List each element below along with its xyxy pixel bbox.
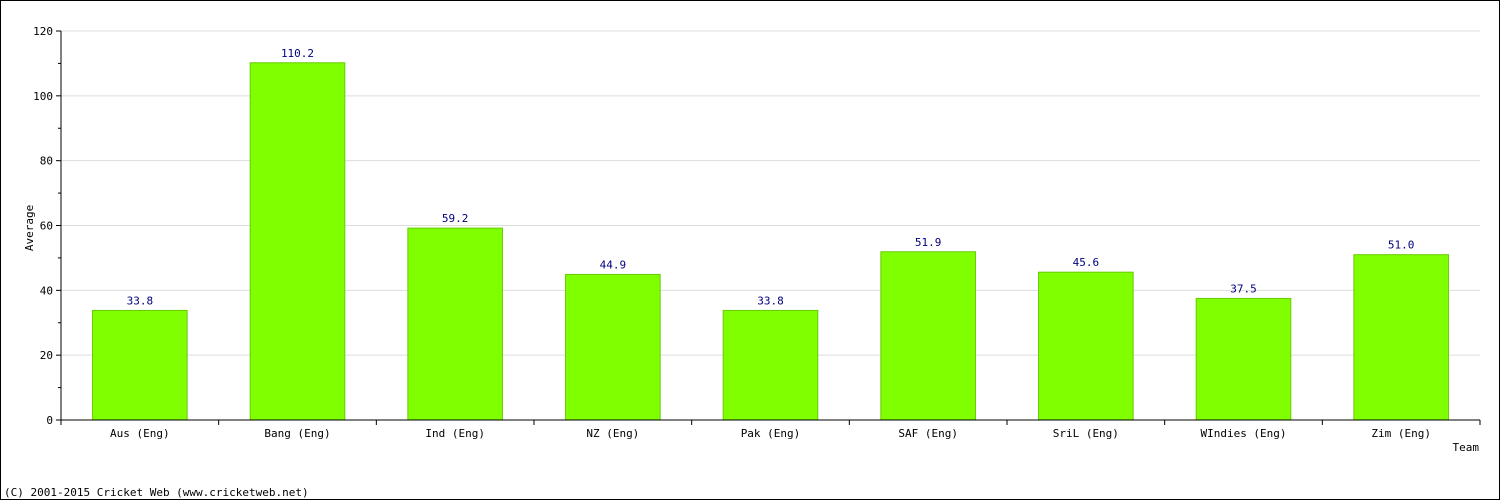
- y-tick-labels: 0 20 40 60 80 100 120: [33, 25, 53, 427]
- x-tick-label: Pak (Eng): [741, 427, 801, 440]
- y-tick-label: 80: [40, 155, 53, 168]
- bar: [880, 251, 976, 421]
- bar-value-label: 59.2: [442, 212, 469, 225]
- bar-value-label: 51.0: [1388, 239, 1415, 252]
- bar-value-label: 51.9: [915, 236, 942, 249]
- x-tick-label: SriL (Eng): [1053, 427, 1119, 440]
- bar-value-label: 44.9: [600, 258, 627, 271]
- bars: [92, 62, 1449, 421]
- x-axis-title: Team: [1453, 441, 1480, 454]
- bar: [92, 309, 188, 421]
- bar-value-label: 45.6: [1073, 256, 1100, 269]
- x-tick-label: Bang (Eng): [264, 427, 330, 440]
- x-tick-label: Zim (Eng): [1371, 427, 1431, 440]
- axes: [56, 30, 1481, 425]
- bar-value-label: 110.2: [281, 47, 314, 60]
- y-tick-label: 100: [33, 90, 53, 103]
- x-tick-label: NZ (Eng): [586, 427, 639, 440]
- bar: [565, 273, 661, 421]
- bar-value-label: 33.8: [757, 294, 784, 307]
- x-tick-label: SAF (Eng): [898, 427, 958, 440]
- bar-value-label: 37.5: [1230, 282, 1257, 295]
- x-tick-label: Aus (Eng): [110, 427, 170, 440]
- value-labels: 33.8 110.2 59.2 44.9 33.8 51.9 45.6 37.5 51.0: [127, 47, 1415, 308]
- x-tick-label: Ind (Eng): [425, 427, 485, 440]
- bar: [407, 227, 503, 421]
- y-tick-label: 20: [40, 349, 53, 362]
- y-axis-title: Average: [23, 205, 36, 251]
- bar-value-label: 33.8: [127, 294, 154, 307]
- bar: [249, 62, 346, 421]
- y-tick-label: 60: [40, 220, 53, 233]
- y-tick-label: 0: [46, 414, 53, 427]
- bar: [1195, 297, 1292, 421]
- bar: [722, 309, 819, 421]
- copyright-footer: (C) 2001-2015 Cricket Web (www.cricketwe…: [4, 486, 309, 499]
- bar: [1353, 254, 1449, 421]
- y-tick-label: 40: [40, 284, 53, 297]
- y-tick-label: 120: [33, 25, 53, 38]
- bar: [1038, 271, 1134, 421]
- x-tick-labels: Aus (Eng) Bang (Eng) Ind (Eng) NZ (Eng) Pak …: [110, 427, 1431, 440]
- x-tick-label: WIndies (Eng): [1200, 427, 1286, 440]
